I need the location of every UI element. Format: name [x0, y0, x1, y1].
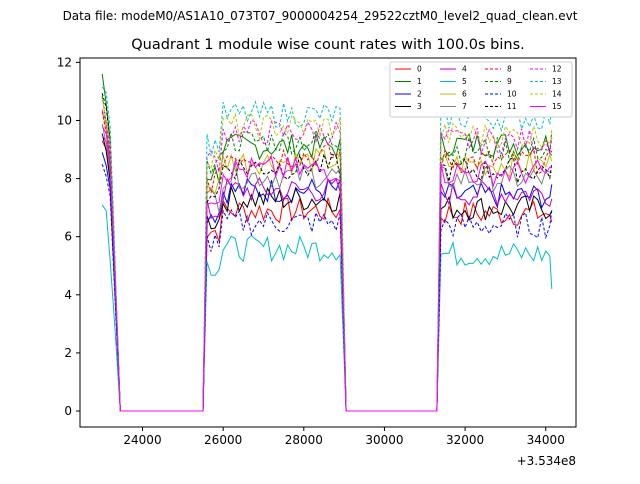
- legend-label-8: 8: [507, 65, 512, 74]
- series-line-5: [101, 204, 553, 412]
- legend-label-14: 14: [552, 90, 562, 99]
- plot-area: [101, 73, 553, 412]
- x-tick-label: 24000: [123, 433, 161, 447]
- series-line-7: [101, 123, 552, 412]
- series-line-11: [101, 93, 553, 412]
- x-tick-label: 30000: [365, 433, 403, 447]
- legend-label-1: 1: [417, 77, 422, 86]
- legend-label-3: 3: [417, 102, 422, 111]
- legend-box: [389, 61, 573, 118]
- x-tick-label: 34000: [527, 433, 565, 447]
- legend-label-12: 12: [552, 65, 562, 74]
- series-line-0: [101, 140, 553, 412]
- series-line-8: [101, 111, 553, 412]
- legend-label-0: 0: [417, 65, 422, 74]
- series-line-12: [101, 110, 553, 412]
- y-tick-label: 8: [64, 172, 72, 186]
- x-tick-label: 32000: [446, 433, 484, 447]
- series-line-10: [101, 164, 553, 412]
- series-line-9: [101, 95, 553, 412]
- series-line-4: [101, 135, 553, 412]
- series-line-3: [101, 133, 553, 412]
- x-tick-label: 28000: [285, 433, 323, 447]
- legend-label-15: 15: [552, 102, 562, 111]
- y-tick-label: 2: [64, 346, 72, 360]
- legend-label-6: 6: [462, 90, 467, 99]
- legend-label-7: 7: [462, 102, 467, 111]
- series-line-13: [101, 86, 553, 412]
- legend-label-11: 11: [507, 102, 517, 111]
- legend-label-5: 5: [462, 77, 467, 86]
- y-tick-label: 6: [64, 230, 72, 244]
- legend-label-4: 4: [462, 65, 467, 74]
- y-tick-label: 10: [57, 113, 72, 127]
- y-tick-label: 0: [64, 404, 72, 418]
- series-line-15: [101, 125, 552, 412]
- x-offset-label: +3.534e8: [517, 454, 576, 468]
- legend-label-10: 10: [507, 90, 517, 99]
- chart-title: Quadrant 1 module wise count rates with …: [131, 37, 525, 53]
- series-line-14: [101, 99, 553, 412]
- series-line-2: [101, 152, 553, 412]
- y-tick-label: 12: [57, 55, 72, 69]
- legend-label-9: 9: [507, 77, 512, 86]
- figure-suptitle: Data file: modeM0/AS1A10_073T07_90000042…: [63, 9, 578, 23]
- axes-frame: [79, 57, 577, 428]
- legend-label-2: 2: [417, 90, 422, 99]
- x-tick-label: 26000: [204, 433, 242, 447]
- legend-label-13: 13: [552, 77, 562, 86]
- y-tick-label: 4: [64, 288, 72, 302]
- series-line-1: [101, 73, 553, 412]
